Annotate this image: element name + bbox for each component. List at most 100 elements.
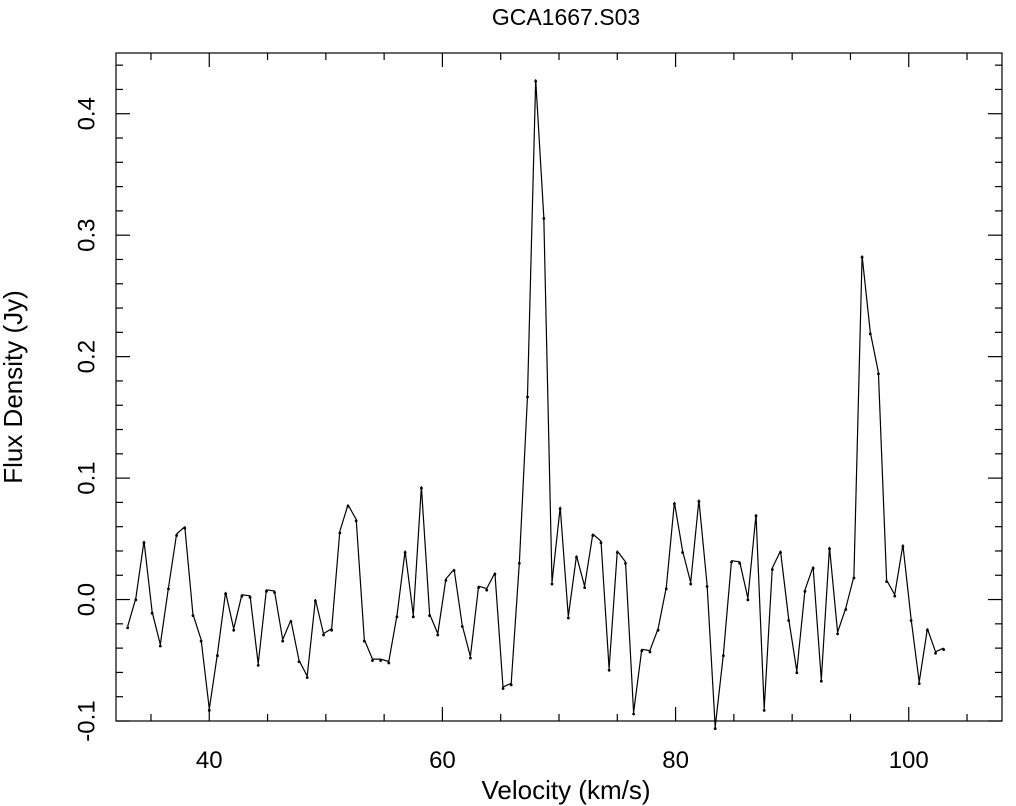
data-point xyxy=(925,628,929,632)
data-point xyxy=(673,502,676,506)
y-axis-label: Flux Density (Jy) xyxy=(0,290,28,484)
data-point xyxy=(183,526,187,530)
data-point xyxy=(281,639,285,643)
data-point xyxy=(819,679,823,683)
x-tick-label: 80 xyxy=(662,747,689,774)
data-point xyxy=(460,625,464,628)
data-point xyxy=(599,541,603,545)
data-point xyxy=(199,639,203,643)
data-point xyxy=(224,592,227,596)
data-point xyxy=(191,614,195,618)
data-point xyxy=(362,639,366,643)
data-point xyxy=(583,586,587,590)
data-point xyxy=(485,588,489,592)
data-point xyxy=(264,589,268,593)
data-point xyxy=(167,587,170,591)
data-point xyxy=(273,591,276,594)
data-point xyxy=(917,682,921,686)
data-point xyxy=(240,594,244,598)
data-point xyxy=(142,541,146,545)
data-point xyxy=(762,708,766,712)
data-point xyxy=(452,569,456,573)
data-point xyxy=(436,633,440,637)
data-point xyxy=(640,649,644,653)
x-axis-label: Velocity (km/s) xyxy=(481,775,650,805)
data-point xyxy=(534,79,538,83)
data-point xyxy=(330,628,334,632)
data-point xyxy=(248,596,252,599)
y-tick-label: 0.0 xyxy=(74,583,101,616)
data-point xyxy=(934,651,937,655)
data-point xyxy=(297,660,301,664)
data-point xyxy=(689,582,693,586)
data-point xyxy=(322,633,325,637)
data-point xyxy=(754,514,758,518)
data-point xyxy=(477,586,480,590)
data-point xyxy=(607,668,611,672)
data-point xyxy=(721,654,725,658)
data-point xyxy=(387,661,391,665)
data-point xyxy=(444,578,448,582)
y-tick-label: -0.1 xyxy=(74,700,101,741)
data-point xyxy=(664,587,668,591)
data-point xyxy=(615,551,619,554)
data-point xyxy=(566,616,570,620)
data-point xyxy=(232,628,236,632)
series-line xyxy=(127,79,944,728)
data-point xyxy=(256,664,260,667)
data-point xyxy=(150,611,154,615)
x-tick-label: 100 xyxy=(889,747,929,774)
data-point xyxy=(713,727,717,730)
data-point xyxy=(550,582,554,586)
x-axis-ticks: 40 60 80 100 xyxy=(150,53,968,774)
data-point xyxy=(730,560,733,564)
data-point xyxy=(526,395,529,399)
data-point xyxy=(411,615,415,619)
data-point xyxy=(942,648,946,652)
data-point xyxy=(354,519,358,523)
data-point xyxy=(428,614,431,618)
data-point xyxy=(738,561,742,565)
data-point xyxy=(901,544,905,548)
data-point xyxy=(877,372,880,376)
y-tick-label: 0.3 xyxy=(74,218,101,251)
data-point xyxy=(175,534,179,537)
data-point xyxy=(126,626,130,630)
data-point xyxy=(803,589,807,593)
data-point xyxy=(371,659,374,662)
y-axis-ticks: -0.1 0.0 0.1 0.2 0.3 0.4 xyxy=(74,64,1002,742)
data-point xyxy=(779,551,782,554)
data-point xyxy=(844,608,848,611)
data-point xyxy=(542,217,546,220)
chart-title: GCA1667.S03 xyxy=(492,4,640,30)
data-point xyxy=(289,620,293,624)
data-point xyxy=(395,615,399,619)
data-point xyxy=(860,255,864,259)
data-point xyxy=(681,551,684,554)
flux-series xyxy=(126,79,946,730)
data-point xyxy=(697,500,701,503)
data-point xyxy=(558,507,562,511)
data-point xyxy=(591,534,595,537)
y-tick-label: 0.4 xyxy=(74,97,101,130)
data-point xyxy=(868,332,872,336)
data-point xyxy=(656,628,660,632)
data-point xyxy=(770,568,774,571)
data-point xyxy=(158,644,162,648)
data-point xyxy=(893,594,897,598)
data-point xyxy=(509,683,513,687)
data-point xyxy=(885,580,888,584)
data-point xyxy=(632,712,636,716)
data-point xyxy=(346,504,350,508)
data-point xyxy=(305,676,309,679)
data-point xyxy=(379,659,383,662)
data-point xyxy=(828,547,831,551)
data-point xyxy=(403,551,407,554)
data-point xyxy=(517,561,521,565)
data-point xyxy=(501,687,505,690)
data-point xyxy=(207,708,211,712)
data-point xyxy=(909,619,913,622)
x-tick-label: 60 xyxy=(429,747,456,774)
data-point xyxy=(134,598,138,602)
